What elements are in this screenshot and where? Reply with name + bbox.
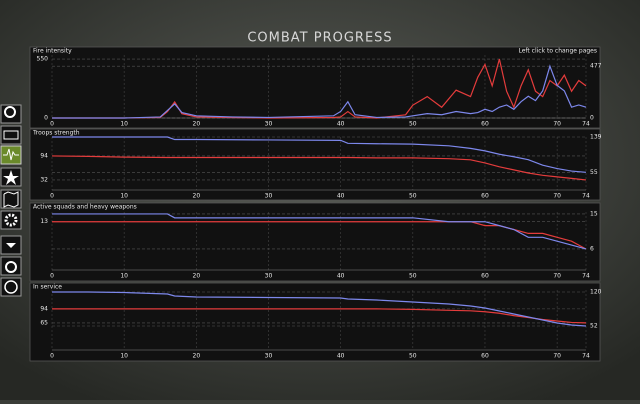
x-tick-label: 0 (50, 353, 54, 360)
y2-tick-label: 0 (590, 115, 594, 122)
x-tick-label: 70 (553, 193, 561, 200)
x-tick-label: 20 (193, 353, 201, 360)
series-line (52, 136, 587, 173)
x-tick-label: 0 (50, 193, 54, 200)
x-tick-label: 50 (409, 353, 417, 360)
x-tick-label: 40 (337, 273, 345, 280)
toolbar (0, 104, 22, 297)
y-tick-label: 65 (40, 319, 48, 326)
chart-title: In service (33, 284, 62, 291)
x-tick-label: 10 (120, 273, 128, 280)
x-tick-label: 70 (553, 353, 561, 360)
graph-icon (3, 148, 19, 161)
power-button[interactable] (0, 256, 22, 276)
map-icon (3, 191, 19, 208)
x-tick-label: 10 (120, 193, 128, 200)
series-line (52, 213, 587, 250)
x-tick-label: 10 (120, 121, 128, 128)
x-tick-label: 30 (265, 121, 273, 128)
map-button[interactable] (0, 189, 22, 209)
y2-tick-label: 120 (590, 289, 602, 296)
x-tick-label: 60 (481, 121, 489, 128)
y-tick-label: 0 (44, 115, 48, 122)
x-tick-label: 60 (481, 193, 489, 200)
power-icon (5, 261, 17, 273)
series-line (52, 291, 587, 327)
y2-tick-label: 15 (590, 210, 598, 217)
y2-tick-label: 477 (590, 63, 602, 70)
x-tick-label: 30 (265, 273, 273, 280)
y-tick-label: 94 (40, 305, 48, 312)
panel (29, 282, 601, 362)
y2-tick-label: 55 (590, 169, 598, 176)
x-tick-label: 70 (553, 273, 561, 280)
x-tick-label: 0 (50, 121, 54, 128)
x-tick-label: 20 (193, 121, 201, 128)
zoom-icon (4, 106, 16, 118)
settings-button[interactable] (0, 210, 22, 230)
keyboard-icon (3, 130, 19, 140)
page-title: COMBAT PROGRESS (247, 31, 392, 46)
panel (29, 128, 601, 201)
star-icon (3, 170, 19, 185)
y2-tick-label: 139 (590, 134, 602, 141)
x-tick-label: 40 (337, 193, 345, 200)
graph-button[interactable] (0, 145, 22, 165)
y2-tick-label: 52 (590, 323, 598, 330)
x-tick-label: 20 (193, 193, 201, 200)
x-tick-label: 74 (582, 353, 590, 360)
x-tick-label: 50 (409, 193, 417, 200)
x-tick-label: 74 (582, 193, 590, 200)
series-line (52, 58, 587, 119)
panel (29, 46, 601, 129)
y2-tick-label: 6 (590, 245, 594, 252)
y-tick-label: 32 (40, 176, 48, 183)
x-tick-label: 74 (582, 121, 590, 128)
x-tick-label: 40 (337, 121, 345, 128)
series-line (51, 155, 587, 181)
x-tick-label: 74 (582, 273, 590, 280)
annotation: Left click to change pages (518, 48, 597, 55)
dropdown-icon (6, 243, 16, 248)
series-line (52, 64, 587, 119)
chart-title: Active squads and heavy weapons (33, 204, 137, 211)
y-tick-label: 13 (40, 218, 48, 225)
x-tick-label: 50 (409, 273, 417, 280)
series-line (52, 221, 587, 250)
x-tick-label: 0 (50, 273, 54, 280)
x-tick-label: 50 (409, 121, 417, 128)
gear-icon (4, 213, 18, 227)
info-icon (4, 280, 18, 294)
x-tick-label: 20 (193, 273, 201, 280)
x-tick-label: 70 (553, 121, 561, 128)
x-tick-label: 30 (265, 353, 273, 360)
panel (29, 202, 601, 282)
x-tick-label: 60 (481, 353, 489, 360)
x-tick-label: 60 (481, 273, 489, 280)
y-tick-label: 94 (40, 152, 48, 159)
x-tick-label: 40 (337, 353, 345, 360)
x-tick-label: 30 (265, 193, 273, 200)
x-tick-label: 10 (120, 353, 128, 360)
chart-title: Troops strength (32, 130, 80, 137)
chart-title: Fire intensity (33, 48, 72, 55)
y-tick-label: 550 (37, 56, 49, 63)
